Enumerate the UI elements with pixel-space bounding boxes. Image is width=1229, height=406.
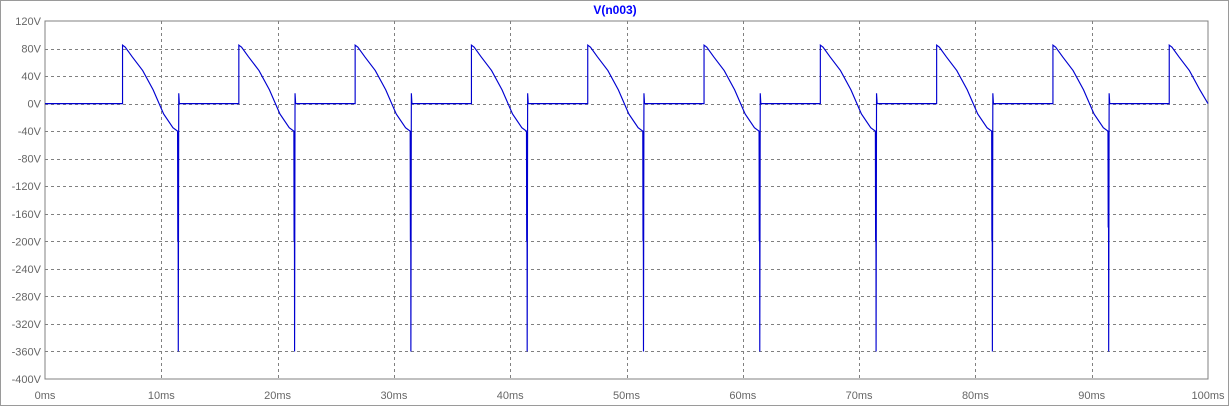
y-tick-label: -40V [18,126,42,138]
grid [45,21,1208,379]
y-tick-label: -320V [12,319,42,331]
y-tick-label: -160V [12,209,42,221]
y-axis: 120V 80V 40V 0V -40V -80V -120V -160V -200V -240V… [12,16,42,386]
y-tick-label: -120V [12,181,42,193]
series-line-0 [45,43,1209,352]
y-tick-label: -400V [12,374,42,386]
x-tick-label: 60ms [729,390,756,402]
x-tick-label: 50ms [613,390,640,402]
y-tick-label: -360V [12,346,42,358]
y-tick-label: -280V [12,291,42,303]
x-tick-label: 20ms [264,390,291,402]
series-layer [45,43,1209,352]
x-tick-label: 10ms [148,390,175,402]
plot-area-border [44,20,1209,380]
y-tick-label: -200V [12,236,42,248]
x-tick-label: 40ms [497,390,524,402]
y-tick-label: -240V [12,264,42,276]
y-tick-label: 0V [28,99,42,111]
x-axis: 0ms 10ms 20ms 30ms 40ms 50ms 60ms 70ms 80ms 90ms 1… [35,390,1225,402]
x-tick-label: 100ms [1191,390,1225,402]
x-tick-label: 90ms [1078,390,1105,402]
y-tick-label: 80V [21,44,41,56]
chart-title: V(n003) [593,3,636,17]
x-tick-label: 0ms [35,390,56,402]
x-tick-label: 80ms [962,390,989,402]
y-tick-label: 120V [15,16,41,28]
y-tick-label: -80V [18,154,42,166]
x-tick-label: 70ms [846,390,873,402]
y-tick-label: 40V [21,71,41,83]
x-tick-label: 30ms [380,390,407,402]
